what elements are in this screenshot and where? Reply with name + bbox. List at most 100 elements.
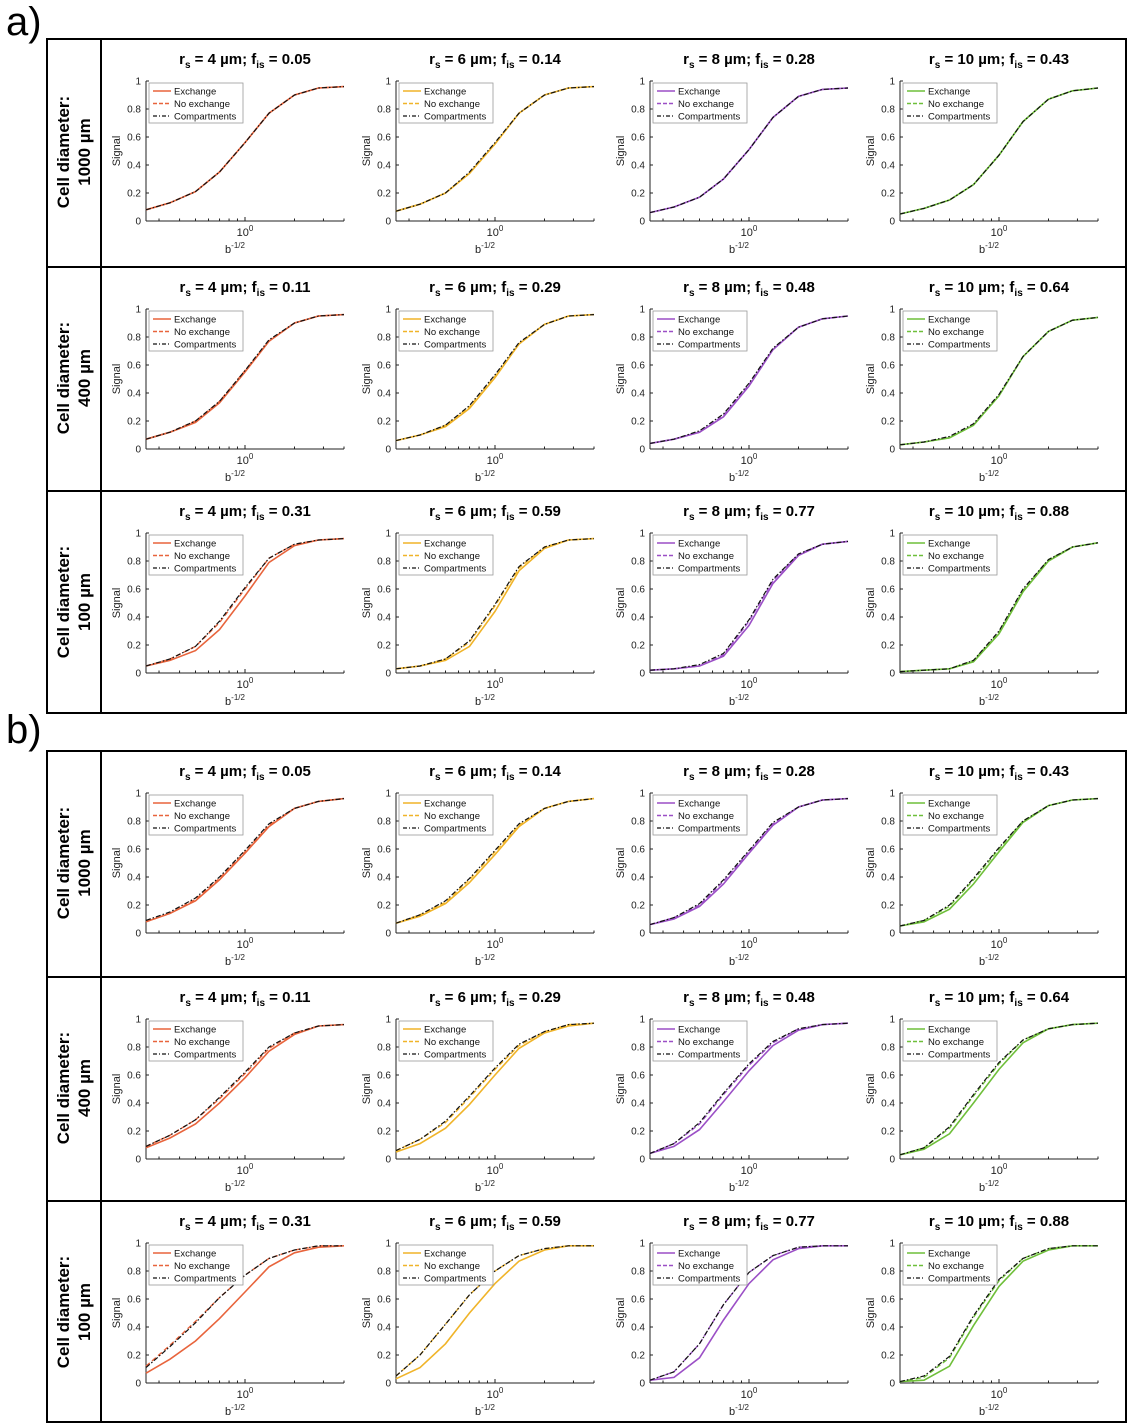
- x-tick-exp: 0: [249, 224, 254, 233]
- title-f-sub: is: [1014, 998, 1023, 1009]
- legend-label: Exchange: [424, 1025, 466, 1036]
- title-r-sub: s: [185, 772, 191, 783]
- x-tick-base: 10: [487, 939, 499, 951]
- y-tick-label: 0.8: [881, 817, 895, 828]
- x-label-base: b: [729, 696, 735, 708]
- x-label-exp: -1/2: [735, 469, 749, 478]
- y-tick-label: 0.2: [631, 1127, 645, 1138]
- series-compartments: [899, 87, 1099, 215]
- legend-label: Exchange: [928, 1025, 970, 1036]
- x-axis-label: b-1/2: [979, 693, 999, 708]
- y-tick-label: 0.4: [377, 1099, 391, 1110]
- x-tick-exp: 0: [499, 676, 504, 685]
- y-tick-label: 0: [889, 929, 895, 940]
- y-tick-label: 0.2: [127, 189, 141, 200]
- x-tick-exp: 0: [1003, 452, 1008, 461]
- legend-label: No exchange: [174, 1261, 230, 1272]
- y-axis-label: Signal: [361, 1298, 373, 1329]
- subplot: rs = 8 µm; fis = 0.7700.20.40.60.81100b-…: [615, 1213, 849, 1418]
- x-tick-label: 100: [991, 452, 1008, 467]
- title-f: = 0.77: [769, 1213, 815, 1230]
- y-tick-label: 0.2: [881, 1127, 895, 1138]
- y-tick-label: 0.6: [631, 585, 645, 596]
- title-mid: = 10 µm; f: [940, 989, 1015, 1006]
- y-tick-label: 0.2: [377, 189, 391, 200]
- title-mid: = 4 µm; f: [191, 1213, 258, 1230]
- x-label-exp: -1/2: [231, 693, 245, 702]
- y-tick-label: 0.8: [127, 333, 141, 344]
- legend-label: Exchange: [424, 1249, 466, 1260]
- y-axis-label: Signal: [615, 848, 627, 879]
- panel-frame: [46, 750, 1127, 1423]
- title-r-sub: s: [689, 772, 695, 783]
- legend-label: No exchange: [678, 551, 734, 562]
- title-f-sub: is: [1014, 288, 1023, 299]
- legend-label: Exchange: [928, 315, 970, 326]
- x-label-exp: -1/2: [231, 469, 245, 478]
- title-r: r: [929, 51, 935, 68]
- subplot: rs = 4 µm; fis = 0.0500.20.40.60.81100b-…: [111, 51, 345, 256]
- x-tick-exp: 0: [249, 676, 254, 685]
- x-label-exp: -1/2: [985, 1179, 999, 1188]
- y-tick-label: 1: [385, 529, 391, 540]
- legend-label: Compartments: [928, 824, 991, 835]
- title-f: = 0.64: [1023, 989, 1070, 1006]
- title-f-sub: is: [760, 512, 769, 523]
- x-label-exp: -1/2: [985, 1403, 999, 1412]
- subplot-title: rs = 6 µm; fis = 0.29: [429, 989, 561, 1009]
- y-tick-label: 0.8: [631, 333, 645, 344]
- row-label-line1: Cell diameter:: [54, 1031, 73, 1145]
- x-label-base: b: [475, 472, 481, 484]
- subplot: rs = 10 µm; fis = 0.4300.20.40.60.81100b…: [865, 763, 1099, 968]
- subplot: rs = 6 µm; fis = 0.2900.20.40.60.81100b-…: [361, 279, 595, 484]
- subplot: rs = 8 µm; fis = 0.4800.20.40.60.81100b-…: [615, 279, 849, 484]
- title-r: r: [929, 503, 935, 520]
- y-tick-label: 1: [135, 77, 141, 88]
- subplot: rs = 6 µm; fis = 0.1400.20.40.60.81100b-…: [361, 763, 595, 968]
- title-f-sub: is: [760, 998, 769, 1009]
- y-tick-label: 1: [385, 1015, 391, 1026]
- title-f-sub: is: [256, 60, 265, 71]
- subplot-title: rs = 8 µm; fis = 0.28: [683, 51, 815, 71]
- x-tick-label: 100: [487, 1386, 504, 1401]
- row-label: Cell diameter: 400 µm: [53, 998, 95, 1178]
- y-tick-label: 0.6: [881, 361, 895, 372]
- legend-label: Exchange: [928, 799, 970, 810]
- x-axis-label: b-1/2: [225, 241, 245, 256]
- legend-label: No exchange: [424, 99, 480, 110]
- y-tick-label: 0.4: [127, 389, 141, 400]
- x-tick-label: 100: [487, 1162, 504, 1177]
- legend-label: No exchange: [928, 327, 984, 338]
- series-exchange: [145, 1245, 345, 1374]
- y-tick-label: 1: [639, 529, 645, 540]
- x-tick-exp: 0: [753, 452, 758, 461]
- x-tick-label: 100: [991, 1162, 1008, 1177]
- title-mid: = 8 µm; f: [695, 279, 762, 296]
- x-tick-base: 10: [991, 939, 1003, 951]
- y-tick-label: 0.6: [631, 361, 645, 372]
- subplot-title: rs = 10 µm; fis = 0.88: [929, 503, 1069, 523]
- title-r: r: [683, 51, 689, 68]
- title-mid: = 10 µm; f: [940, 763, 1015, 780]
- legend-label: Compartments: [928, 1274, 991, 1285]
- y-tick-label: 0.4: [127, 1099, 141, 1110]
- y-tick-label: 0.6: [631, 1071, 645, 1082]
- x-label-exp: -1/2: [481, 953, 495, 962]
- y-tick-label: 1: [135, 789, 141, 800]
- row-divider: [48, 976, 1125, 978]
- legend-label: No exchange: [928, 1037, 984, 1048]
- y-tick-label: 0.6: [631, 1295, 645, 1306]
- y-axis-label: Signal: [865, 364, 877, 395]
- legend-label: Exchange: [928, 1249, 970, 1260]
- title-f-sub: is: [1014, 60, 1023, 71]
- y-tick-label: 0.8: [377, 557, 391, 568]
- y-axis-label: Signal: [111, 588, 123, 619]
- x-tick-base: 10: [991, 455, 1003, 467]
- x-label-base: b: [729, 1406, 735, 1418]
- title-r: r: [683, 1213, 689, 1230]
- title-mid: = 8 µm; f: [695, 763, 762, 780]
